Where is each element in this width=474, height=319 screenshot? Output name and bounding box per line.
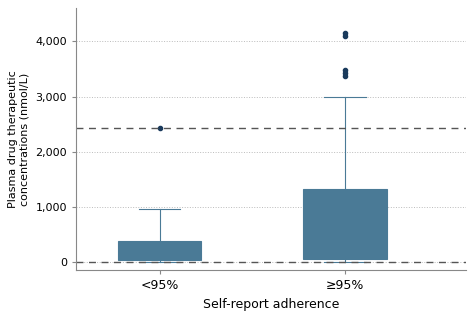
X-axis label: Self-report adherence: Self-report adherence: [203, 298, 339, 311]
Y-axis label: Plasma drug therapeutic
concentrations (nmol/L): Plasma drug therapeutic concentrations (…: [9, 70, 30, 208]
PathPatch shape: [303, 189, 387, 259]
PathPatch shape: [118, 241, 201, 260]
